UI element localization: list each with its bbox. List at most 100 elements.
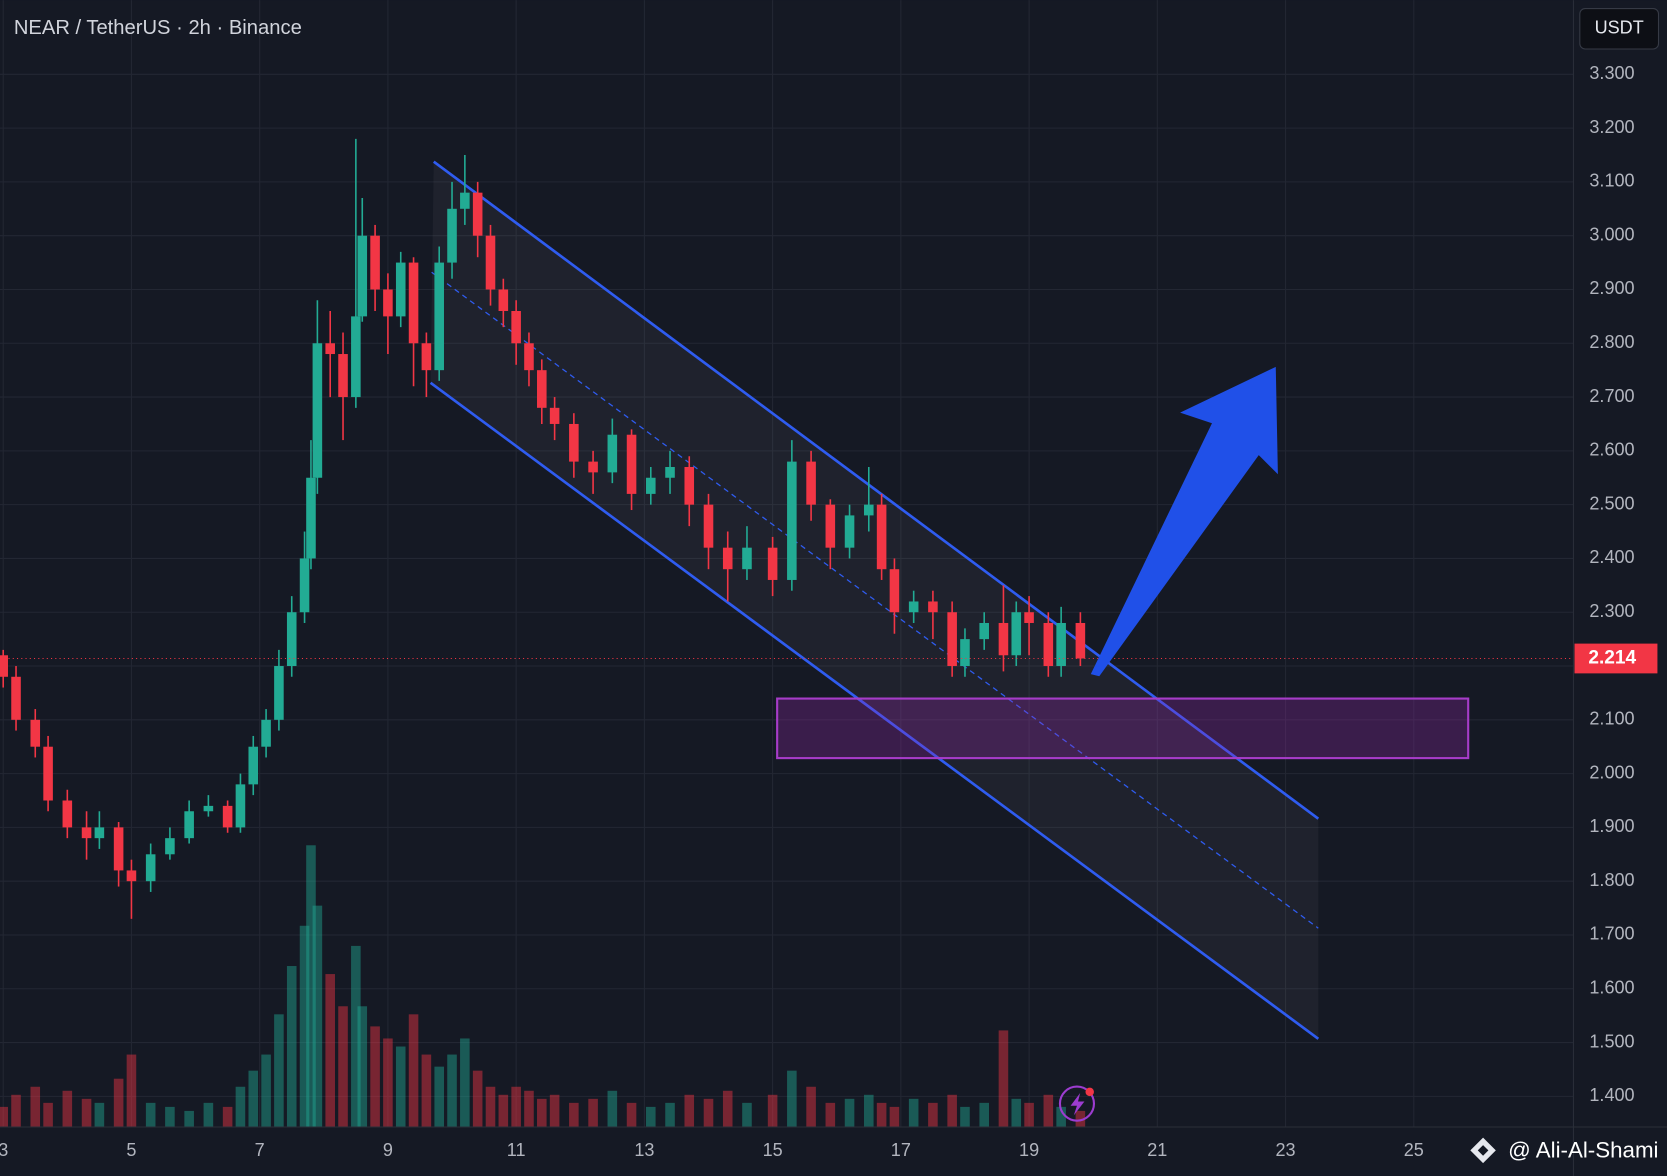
volume-bar bbox=[203, 1102, 214, 1128]
volume-bar bbox=[235, 1086, 246, 1128]
volume-bar bbox=[787, 1070, 797, 1128]
volume-bar bbox=[646, 1106, 656, 1128]
candle-body bbox=[864, 504, 874, 516]
candle-body bbox=[274, 666, 284, 720]
candle-body bbox=[325, 343, 335, 355]
candle-body bbox=[549, 407, 560, 424]
x-tick-label: 13 bbox=[634, 1140, 654, 1160]
x-tick-label: 9 bbox=[383, 1140, 393, 1160]
candle-body bbox=[286, 612, 297, 667]
x-tick-label: 21 bbox=[1147, 1140, 1167, 1160]
candle-body bbox=[537, 370, 547, 408]
channel-lower bbox=[429, 381, 1320, 1040]
volume-bar bbox=[460, 1038, 470, 1128]
grid bbox=[0, 0, 1574, 1128]
candle-body bbox=[498, 289, 509, 311]
y-tick-label: 2.400 bbox=[1589, 547, 1634, 567]
volume-bar bbox=[844, 1098, 855, 1128]
volume-bar bbox=[370, 1026, 380, 1128]
volume-bar bbox=[357, 1006, 368, 1128]
alert-icon[interactable] bbox=[1058, 1085, 1096, 1122]
candle-body bbox=[1043, 622, 1054, 667]
volume-bar bbox=[0, 1106, 8, 1128]
volume-bar bbox=[62, 1090, 73, 1128]
volume-bar bbox=[30, 1086, 41, 1128]
candle-body bbox=[742, 547, 752, 570]
x-tick-label: 3 bbox=[0, 1140, 8, 1160]
candle-body bbox=[1075, 622, 1086, 659]
x-tick-label: 7 bbox=[255, 1140, 265, 1160]
volume-bar bbox=[665, 1102, 675, 1128]
volume-bar bbox=[607, 1090, 618, 1128]
x-tick-label: 15 bbox=[763, 1140, 783, 1160]
drawings bbox=[429, 160, 1470, 1040]
volume-bar bbox=[286, 966, 297, 1128]
volume-bar bbox=[806, 1086, 816, 1128]
volume-bar bbox=[537, 1098, 547, 1128]
volume-bar bbox=[947, 1094, 957, 1128]
volume-bar bbox=[549, 1094, 560, 1128]
volume-bar bbox=[864, 1094, 874, 1128]
volume-bar bbox=[684, 1094, 695, 1128]
volume-pane bbox=[0, 845, 1086, 1128]
y-tick-label: 1.400 bbox=[1589, 1085, 1634, 1105]
volume-bar bbox=[447, 1054, 457, 1128]
last-price-box bbox=[1574, 643, 1658, 674]
volume-bar bbox=[908, 1098, 919, 1128]
candle-body bbox=[94, 827, 105, 839]
candle-body bbox=[960, 639, 970, 667]
candle-body bbox=[351, 316, 361, 398]
candle-body bbox=[825, 504, 836, 548]
y-tick-label: 2.500 bbox=[1589, 493, 1634, 513]
candle-body bbox=[395, 262, 406, 317]
volume-bar bbox=[1043, 1094, 1054, 1128]
candle-body bbox=[844, 515, 855, 548]
y-tick-label: 1.600 bbox=[1589, 978, 1634, 998]
y-tick-label: 2.000 bbox=[1589, 762, 1634, 782]
chart-title: NEAR / TetherUS · 2h · Binance bbox=[14, 17, 302, 39]
y-tick-label: 1.800 bbox=[1589, 870, 1634, 890]
candle-body bbox=[722, 547, 733, 570]
candle-body bbox=[165, 838, 175, 855]
volume-bar bbox=[569, 1102, 579, 1128]
currency-button[interactable] bbox=[1579, 8, 1660, 50]
candle-body bbox=[235, 784, 246, 828]
volume-bar bbox=[126, 1054, 137, 1128]
volume-bar bbox=[626, 1102, 637, 1128]
candle-body bbox=[787, 461, 797, 580]
y-tick-label: 3.000 bbox=[1589, 224, 1634, 244]
candle-body bbox=[434, 262, 444, 371]
candle-body bbox=[126, 870, 137, 882]
candle-body bbox=[524, 343, 534, 371]
volume-bar bbox=[145, 1102, 156, 1128]
volume-bar bbox=[395, 1046, 406, 1128]
candle-body bbox=[626, 434, 637, 494]
candle-body bbox=[876, 504, 887, 570]
candle-body bbox=[569, 423, 579, 462]
candle-body bbox=[113, 827, 124, 871]
volume-bar bbox=[261, 1054, 271, 1128]
volume-bar bbox=[306, 845, 316, 1128]
y-tick-label: 1.900 bbox=[1589, 816, 1634, 836]
volume-bar bbox=[11, 1094, 21, 1128]
volume-bar bbox=[421, 1054, 432, 1128]
volume-bar bbox=[184, 1110, 194, 1128]
volume-bar bbox=[485, 1086, 496, 1128]
candle-body bbox=[62, 800, 73, 828]
candle-body bbox=[703, 504, 714, 548]
volume-bar bbox=[274, 1014, 284, 1128]
volume-bar bbox=[81, 1098, 92, 1128]
candle-body bbox=[11, 676, 21, 720]
watermark: @ Ali-Al-Shami bbox=[1508, 1137, 1658, 1162]
channel-upper bbox=[432, 160, 1320, 820]
candle-body bbox=[299, 558, 310, 613]
candle-body bbox=[43, 746, 53, 801]
volume-bar bbox=[299, 925, 310, 1128]
candle-body bbox=[370, 235, 380, 290]
volume-bar bbox=[43, 1102, 53, 1128]
volume-bar bbox=[511, 1086, 521, 1128]
y-tick-label: 1.500 bbox=[1589, 1031, 1634, 1051]
candle-body bbox=[472, 192, 483, 236]
